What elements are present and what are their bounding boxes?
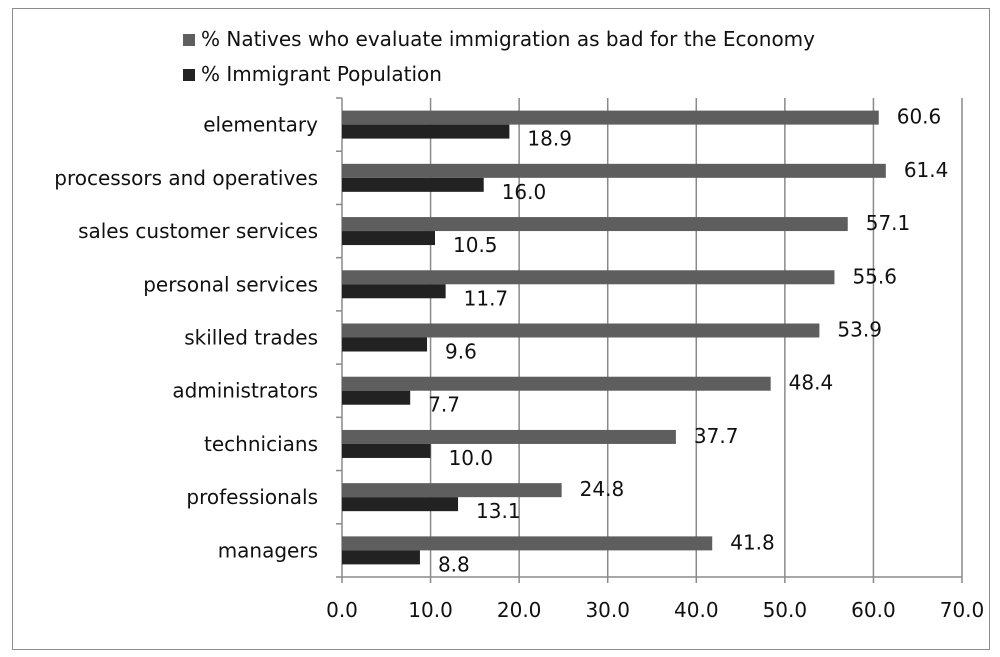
bar-immigrant — [342, 337, 428, 352]
category-label: personal services — [143, 272, 318, 296]
x-tick-label: 60.0 — [851, 598, 896, 622]
data-label-natives: 53.9 — [837, 318, 882, 342]
data-label-immigrant: 13.1 — [476, 499, 521, 523]
data-label-natives: 24.8 — [580, 477, 625, 501]
data-label-natives: 61.4 — [904, 158, 949, 182]
bar-immigrant — [342, 497, 459, 512]
bar-natives — [342, 270, 835, 285]
bar-natives — [342, 217, 848, 232]
bar-natives — [342, 483, 562, 498]
bar-natives — [342, 110, 879, 125]
x-tick-label: 70.0 — [940, 598, 985, 622]
data-label-natives: 60.6 — [897, 105, 942, 129]
data-label-immigrant: 11.7 — [464, 286, 509, 310]
bar-natives — [342, 163, 886, 178]
bar-immigrant — [342, 231, 435, 246]
category-label: skilled trades — [184, 326, 318, 350]
bar-immigrant — [342, 390, 411, 405]
bar-natives — [342, 376, 771, 391]
legend-swatch-natives — [183, 34, 195, 46]
data-label-natives: 48.4 — [789, 371, 834, 395]
x-tick-label: 40.0 — [674, 598, 719, 622]
x-tick-label: 20.0 — [497, 598, 542, 622]
category-label: managers — [218, 538, 318, 562]
category-label: professionals — [186, 485, 318, 509]
category-label: elementary — [203, 113, 318, 137]
data-label-immigrant: 8.8 — [438, 552, 470, 576]
data-label-natives: 55.6 — [852, 264, 897, 288]
bar-natives — [342, 536, 713, 551]
category-label: sales customer services — [78, 219, 318, 243]
x-tick-label: 50.0 — [763, 598, 808, 622]
bar-immigrant — [342, 124, 510, 139]
legend-label-immigrant: % Immigrant Population — [201, 62, 442, 86]
x-tick-label: 10.0 — [408, 598, 453, 622]
data-label-immigrant: 10.5 — [453, 233, 498, 257]
bar-natives — [342, 429, 676, 444]
data-label-natives: 37.7 — [694, 424, 739, 448]
bar-immigrant — [342, 550, 420, 565]
bar-immigrant — [342, 284, 446, 299]
legend-swatch-immigrant — [183, 69, 195, 81]
bar-immigrant — [342, 443, 431, 458]
category-label: technicians — [204, 432, 318, 456]
data-label-natives: 41.8 — [730, 530, 775, 554]
x-tick-label: 30.0 — [585, 598, 630, 622]
data-label-immigrant: 18.9 — [527, 127, 572, 151]
bar-immigrant — [342, 177, 484, 192]
data-label-immigrant: 10.0 — [449, 446, 494, 470]
data-label-natives: 57.1 — [866, 211, 911, 235]
bar-natives — [342, 323, 820, 338]
category-label: processors and operatives — [54, 166, 318, 190]
x-tick-label: 0.0 — [326, 598, 358, 622]
category-label: administrators — [172, 379, 318, 403]
data-label-immigrant: 9.6 — [445, 340, 477, 364]
legend-label-natives: % Natives who evaluate immigration as ba… — [201, 27, 815, 51]
data-label-immigrant: 7.7 — [428, 393, 460, 417]
data-label-immigrant: 16.0 — [502, 180, 547, 204]
